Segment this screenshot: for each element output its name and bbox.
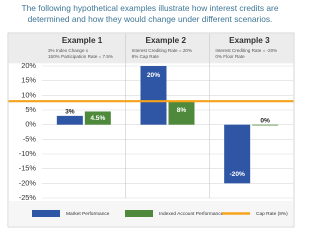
legend-swatch — [222, 212, 250, 215]
legend-label: Cap Rate (8%) — [256, 211, 288, 217]
value-label: 0% — [260, 117, 270, 124]
y-tick-label: 20% — [21, 61, 36, 70]
chart-title: The following hypothetical examples illu… — [21, 3, 279, 24]
category-description: 0% Floor Rate — [215, 54, 245, 59]
category-description: 3% Index Change x — [48, 48, 89, 53]
y-tick-label: 5% — [25, 105, 36, 114]
bar — [56, 115, 83, 125]
value-label: 4.5% — [90, 115, 105, 122]
category-description: Interest Crediting Rate = -20% — [215, 48, 277, 53]
y-tick-label: 15% — [21, 76, 36, 85]
y-tick-label: -20% — [19, 178, 37, 187]
legend-label: Indexed Account Performance — [159, 211, 224, 217]
category-description: 8% Cap Rate — [132, 54, 160, 59]
y-tick-label: 0% — [25, 120, 36, 129]
legend-swatch — [125, 210, 153, 217]
bar — [168, 101, 195, 125]
y-tick-label: -5% — [23, 134, 37, 143]
category-description: Interest Crediting Rate = 20% — [132, 48, 192, 53]
y-tick-label: -10% — [19, 149, 37, 158]
category-description: 150% Participation Rate = 7.5% — [48, 54, 113, 59]
category-label: Example 1 — [62, 36, 103, 45]
bar — [224, 124, 251, 184]
value-label: 8% — [177, 107, 187, 114]
value-label: 3% — [65, 109, 75, 116]
legend-label: Market Performance — [66, 211, 110, 217]
y-tick-label: -25% — [19, 193, 37, 202]
legend-swatch — [32, 210, 60, 217]
bar — [252, 124, 279, 126]
value-label: 20% — [147, 72, 160, 79]
category-label: Example 3 — [229, 36, 270, 45]
chart: -25% -20% -15% -10% -5% 0% 5% 10% 15% 20% Example … — [7, 32, 295, 228]
header-band — [8, 33, 294, 64]
category-label: Example 2 — [146, 36, 187, 45]
value-label: -20% — [229, 171, 245, 178]
y-tick-label: 10% — [21, 90, 36, 99]
bar — [140, 66, 167, 125]
y-tick-label: -15% — [19, 164, 37, 173]
page: The following hypothetical examples illu… — [7, 3, 295, 228]
bar — [84, 111, 111, 125]
